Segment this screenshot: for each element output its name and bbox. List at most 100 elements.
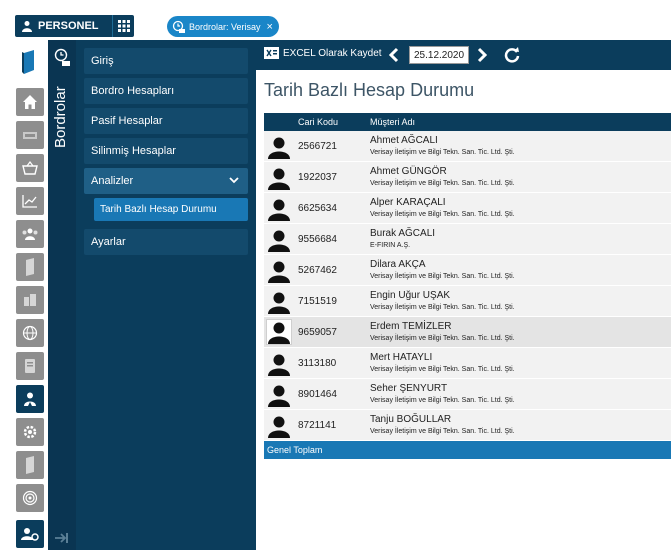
rail-chart[interactable] xyxy=(16,187,44,215)
customer-name-cell: Burak AĞCALI xyxy=(370,228,436,239)
person-icon xyxy=(22,21,32,32)
rail-folder-2[interactable] xyxy=(16,451,44,479)
rail-building[interactable] xyxy=(16,286,44,314)
avatar-icon xyxy=(266,350,292,376)
app-menu-label: PERSONEL xyxy=(38,20,99,32)
menu-item-pasif-hesaplar[interactable]: Pasif Hesaplar xyxy=(84,108,248,134)
rail-user-settings[interactable] xyxy=(16,520,44,548)
building-icon xyxy=(24,294,36,306)
sidebar-strip: Bordrolar xyxy=(48,40,76,550)
chevron-down-icon xyxy=(229,177,239,184)
avatar-icon xyxy=(266,257,292,283)
menu-item-silinmis-hesaplar[interactable]: Silinmiş Hesaplar xyxy=(84,138,248,164)
menu-item-label: Pasif Hesaplar xyxy=(91,115,163,127)
apps-grid-button[interactable] xyxy=(112,15,134,37)
avatar-icon xyxy=(266,381,292,407)
table-row[interactable]: 1922037 Ahmet GÜNGÖR Verisay İletişim ve B… xyxy=(264,162,671,193)
tab-label: Bordrolar: Verisay xyxy=(189,21,261,32)
cari-kodu-cell: 2566721 xyxy=(298,141,337,152)
rail-personnel-active[interactable] xyxy=(16,385,44,413)
rail-target[interactable] xyxy=(16,484,44,512)
table-row[interactable]: 9556684 Burak AĞCALI E-FIRIN A.Ş. xyxy=(264,224,671,255)
rail-team[interactable] xyxy=(16,220,44,248)
table-row[interactable]: 9659057 Erdem TEMİZLER Verisay İletişim ve… xyxy=(264,317,671,348)
rail-folder[interactable] xyxy=(16,253,44,281)
customer-name-cell: Alper KARAÇALI xyxy=(370,197,446,208)
excel-icon xyxy=(264,47,279,59)
customer-company-cell: Verisay İletişim ve Bilgi Tekn. San. Tic… xyxy=(370,273,515,280)
avatar-icon xyxy=(266,226,292,252)
customer-name-cell: Ahmet GÜNGÖR xyxy=(370,166,447,177)
next-date-button[interactable] xyxy=(475,45,489,65)
logout-arrow-icon[interactable] xyxy=(55,532,69,544)
previous-date-button[interactable] xyxy=(387,45,401,65)
rail-book-logo[interactable] xyxy=(16,48,44,76)
cari-kodu-cell: 5267462 xyxy=(298,265,337,276)
refresh-icon xyxy=(504,47,520,63)
rail-contacts[interactable] xyxy=(16,352,44,380)
customer-company-cell: Verisay İletişim ve Bilgi Tekn. San. Tic… xyxy=(370,211,515,218)
customer-company-cell: Verisay İletişim ve Bilgi Tekn. San. Tic… xyxy=(370,397,515,404)
menu-item-bordro-hesaplari[interactable]: Bordro Hesapları xyxy=(84,78,248,104)
table-row[interactable]: 8901464 Seher ŞENYURT Verisay İletişim ve … xyxy=(264,379,671,410)
cari-kodu-cell: 6625634 xyxy=(298,203,337,214)
table-header: Cari Kodu Müşteri Adı xyxy=(264,113,671,131)
avatar-icon xyxy=(266,133,292,159)
chevron-left-icon xyxy=(389,47,399,63)
sidebar: Bordrolar Giriş Bordro Hesapları Pasif H… xyxy=(48,40,256,550)
home-icon xyxy=(23,95,37,109)
menu-item-label: Analizler xyxy=(91,175,134,187)
rail-money[interactable] xyxy=(16,121,44,149)
table-row[interactable]: 6625634 Alper KARAÇALI Verisay İletişim ve… xyxy=(264,193,671,224)
cari-kodu-cell: 8901464 xyxy=(298,389,337,400)
sidebar-vertical-title: Bordrolar xyxy=(52,86,69,148)
book-icon xyxy=(22,50,34,74)
cari-kodu-cell: 1922037 xyxy=(298,172,337,183)
customer-name-cell: Engin Uğur UŞAK xyxy=(370,290,451,301)
customer-company-cell: Verisay İletişim ve Bilgi Tekn. San. Tic… xyxy=(370,180,515,187)
person-icon xyxy=(24,392,36,406)
customer-company-cell: Verisay İletişim ve Bilgi Tekn. San. Tic… xyxy=(370,366,515,373)
app-menu-button[interactable]: PERSONEL xyxy=(15,15,112,37)
submenu-item-tarih-bazli-hesap-durumu[interactable]: Tarih Bazlı Hesap Durumu xyxy=(94,198,248,221)
cari-kodu-cell: 9556684 xyxy=(298,234,337,245)
menu-item-giris[interactable]: Giriş xyxy=(84,48,248,74)
cari-kodu-cell: 8721141 xyxy=(298,420,337,431)
customer-company-cell: E-FIRIN A.Ş. xyxy=(370,242,411,249)
close-tab-icon[interactable]: × xyxy=(266,20,273,33)
column-header-customer: Müşteri Adı xyxy=(370,117,416,127)
rail-globe[interactable] xyxy=(16,319,44,347)
table-row[interactable]: 3113180 Mert HATAYLI Verisay İletişim ve B… xyxy=(264,348,671,379)
user-settings-icon xyxy=(21,528,39,541)
basket-icon xyxy=(22,161,38,175)
submenu-item-label: Tarih Bazlı Hesap Durumu xyxy=(100,204,217,215)
table-row[interactable]: 2566721 Ahmet AĞCALI Verisay İletişim ve B… xyxy=(264,131,671,162)
customer-name-cell: Tanju BOĞULLAR xyxy=(370,414,452,425)
team-icon xyxy=(22,228,38,240)
rail-settings-cog[interactable] xyxy=(16,418,44,446)
table-row[interactable]: 8721141 Tanju BOĞULLAR Verisay İletişim ve… xyxy=(264,410,671,441)
toolbar: EXCEL Olarak Kaydet 25.12.2020 xyxy=(256,40,671,70)
customer-company-cell: Verisay İletişim ve Bilgi Tekn. San. Tic… xyxy=(370,304,515,311)
avatar-icon xyxy=(266,319,292,345)
menu-item-label: Silinmiş Hesaplar xyxy=(91,145,176,157)
rail-home[interactable] xyxy=(16,88,44,116)
table-row[interactable]: 7151519 Engin Uğur UŞAK Verisay İletişim v… xyxy=(264,286,671,317)
customer-name-cell: Erdem TEMİZLER xyxy=(370,321,452,332)
excel-export-button[interactable]: EXCEL Olarak Kaydet xyxy=(264,47,382,59)
rail-basket[interactable] xyxy=(16,154,44,182)
menu-item-analizler[interactable]: Analizler xyxy=(84,168,248,194)
top-bar: PERSONEL Bordrolar: Verisay × xyxy=(0,0,671,40)
target-icon xyxy=(22,490,38,506)
main-content: EXCEL Olarak Kaydet 25.12.2020 Tarih Baz… xyxy=(256,40,671,550)
account-status-table: Cari Kodu Müşteri Adı 2566721 Ahmet AĞCAL… xyxy=(264,113,671,459)
menu-item-ayarlar[interactable]: Ayarlar xyxy=(84,229,248,255)
page-title: Tarih Bazlı Hesap Durumu xyxy=(264,80,475,100)
date-field[interactable]: 25.12.2020 xyxy=(409,46,469,64)
clock-money-icon xyxy=(54,48,70,66)
contacts-icon xyxy=(25,359,35,373)
refresh-button[interactable] xyxy=(502,45,522,65)
excel-export-label: EXCEL Olarak Kaydet xyxy=(283,47,382,59)
table-row[interactable]: 5267462 Dilara AKÇA Verisay İletişim ve Bi… xyxy=(264,255,671,286)
open-tab-bordrolar[interactable]: Bordrolar: Verisay × xyxy=(167,16,279,37)
